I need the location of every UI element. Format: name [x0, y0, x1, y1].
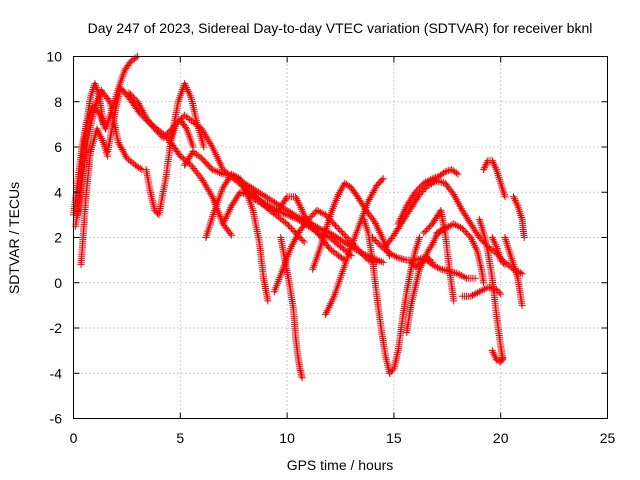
series-arc-22 [394, 166, 462, 228]
series-markers [394, 166, 462, 228]
series-markers [360, 215, 394, 377]
series-markers [510, 193, 528, 241]
data-points [70, 53, 528, 382]
series-markers [488, 347, 507, 366]
series-markers [270, 206, 381, 296]
x-tick-label: 25 [600, 430, 616, 446]
x-tick-label: 5 [176, 430, 184, 446]
series-markers [403, 224, 449, 336]
series-markers [480, 157, 509, 201]
series-arc-17 [360, 215, 394, 377]
series-markers [501, 234, 526, 309]
axis-ticks [73, 56, 608, 419]
y-tick-labels: -6 -4 -2 0 2 4 6 8 10 [46, 49, 62, 427]
series-arc-19 [386, 234, 423, 377]
x-tick-label: 15 [386, 430, 402, 446]
y-tick-label: -6 [50, 411, 63, 427]
series-markers [74, 80, 107, 219]
series-arc-30 [510, 193, 528, 241]
y-tick-label: -4 [50, 365, 63, 381]
series-markers [420, 206, 458, 305]
x-tick-labels: 0 5 10 15 20 25 [70, 430, 616, 446]
series-markers [309, 179, 394, 273]
series-arc-03 [74, 80, 107, 219]
series-markers [202, 170, 272, 305]
series-arc-20 [403, 224, 449, 336]
series-arc-13 [277, 234, 306, 382]
y-tick-label: 6 [54, 139, 62, 155]
y-tick-label: 4 [54, 184, 62, 200]
series-arc-28 [480, 157, 509, 201]
series-arc-27 [488, 347, 507, 366]
series-markers [277, 234, 306, 382]
series-arc-23 [420, 206, 458, 305]
y-tick-label: -2 [50, 320, 63, 336]
series-arc-32 [407, 254, 436, 271]
y-tick-label: 8 [54, 94, 62, 110]
series-markers [488, 234, 509, 269]
series-arc-15 [309, 179, 394, 273]
x-tick-label: 10 [279, 430, 295, 446]
series-markers [475, 215, 507, 364]
x-tick-label: 0 [70, 430, 78, 446]
series-arc-26 [475, 215, 507, 364]
series-markers [433, 220, 488, 287]
series-markers [407, 254, 436, 271]
y-tick-label: 0 [54, 275, 62, 291]
y-tick-label: 2 [54, 230, 62, 246]
series-arc-31 [488, 234, 509, 269]
series-arc-24 [433, 220, 488, 287]
x-axis-label: GPS time / hours [287, 457, 394, 473]
series-markers [386, 234, 423, 377]
x-tick-label: 20 [493, 430, 509, 446]
series-markers [77, 125, 112, 269]
series-arc-14 [270, 206, 381, 296]
y-axis-label: SDTVAR / TECUs [6, 182, 22, 294]
series-arc-29 [501, 234, 526, 309]
series-arc-10 [202, 170, 272, 305]
series-arc-04 [77, 125, 112, 269]
y-tick-label: 10 [46, 49, 62, 65]
chart-title: Day 247 of 2023, Sidereal Day-to-day VTE… [88, 20, 593, 36]
